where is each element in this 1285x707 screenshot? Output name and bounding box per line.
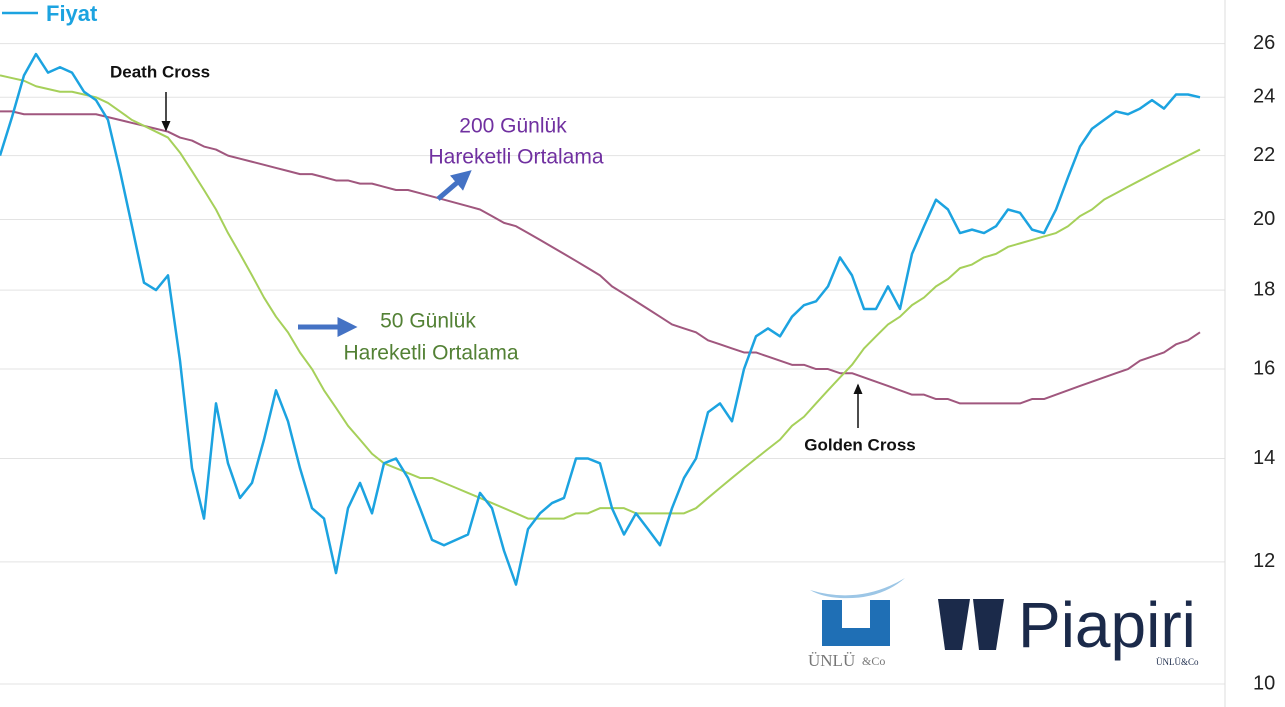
y-tick-label: 12 <box>1253 550 1275 572</box>
y-tick-label: 22 <box>1253 144 1275 166</box>
y-tick-label: 26 <box>1253 32 1275 54</box>
y-tick-label: 14 <box>1253 447 1275 469</box>
grid: 10 12 14 16 18 20 22 24 26 28 <box>0 0 1275 694</box>
series-line <box>0 74 1201 520</box>
logo-text: &Co <box>862 654 885 668</box>
logo-text: ÜNLÜ&Co <box>1156 657 1199 667</box>
annotation: 50 Günlük <box>380 310 476 333</box>
annotation: Death Cross <box>110 62 210 81</box>
logo-unlu: ÜNLÜ &Co <box>808 578 905 670</box>
y-tick-label: 18 <box>1253 278 1275 300</box>
annotations: Death Cross 200 Günlük Hareketli Ortalama 5… <box>110 62 916 454</box>
annotation: Hareketli Ortalama <box>343 342 518 365</box>
logo-text: Piapiri <box>1018 589 1196 661</box>
logo-cup <box>822 600 890 646</box>
series-line <box>0 110 1201 405</box>
annotation: Golden Cross <box>804 435 915 454</box>
logo-swoosh <box>810 578 905 599</box>
logo-mark <box>973 599 1004 650</box>
legend: Fiyat <box>2 1 98 26</box>
logo-text: ÜNLÜ <box>808 651 855 670</box>
series-line <box>0 52 1201 586</box>
y-tick-label: 24 <box>1253 86 1275 108</box>
logo-mark <box>938 599 970 650</box>
lines <box>0 52 1201 586</box>
y-tick-label: 10 <box>1253 672 1275 694</box>
y-tick-label: 20 <box>1253 208 1275 230</box>
y-tick-label: 16 <box>1253 357 1275 379</box>
annotation: 200 Günlük <box>459 115 567 138</box>
arrow <box>436 170 472 201</box>
legend-label: Fiyat <box>46 1 98 26</box>
y-tick-label: 28 <box>1253 0 1275 4</box>
annotation: Hareketli Ortalama <box>428 146 603 169</box>
logo-piapiri: Piapiri ÜNLÜ&Co <box>938 589 1199 667</box>
